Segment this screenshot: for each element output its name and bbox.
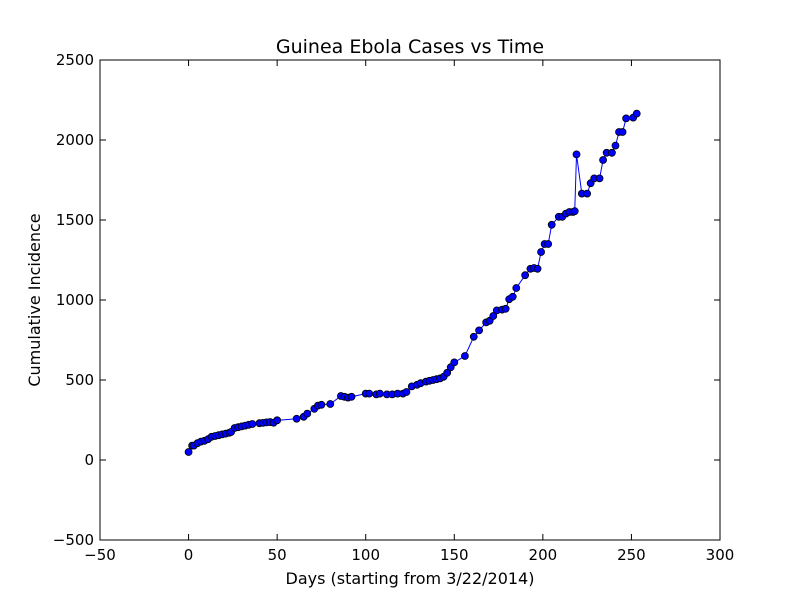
x-axis-label: Days (starting from 3/22/2014) [286, 569, 535, 588]
data-point [611, 141, 620, 150]
data-point [599, 156, 607, 164]
y-tick-label: 1000 [56, 291, 94, 309]
y-axis-label: Cumulative Incidence [25, 213, 44, 386]
data-point [618, 128, 627, 136]
data-point [375, 389, 384, 398]
x-tick-label: 200 [529, 546, 558, 564]
data-point [622, 114, 631, 123]
y-tick-label: 2000 [56, 131, 94, 149]
data-point [402, 388, 411, 396]
data-point [248, 420, 257, 428]
data-point [508, 292, 517, 301]
data-point [317, 400, 326, 409]
data-point [544, 240, 553, 248]
data-point [326, 400, 335, 408]
data-point [475, 326, 483, 335]
data-point [365, 389, 374, 398]
y-tick-label: 1500 [56, 211, 94, 229]
y-tick-label: 500 [65, 371, 94, 389]
data-point [632, 109, 641, 118]
data-point [572, 150, 581, 159]
data-point [292, 414, 301, 423]
data-point [273, 416, 282, 425]
data-point [450, 358, 459, 367]
data-point [469, 332, 478, 341]
data-point [512, 284, 521, 292]
x-tick-label: −50 [84, 546, 116, 564]
data-point [501, 304, 510, 313]
x-tick-label: 0 [184, 546, 194, 564]
chart-title: Guinea Ebola Cases vs Time [276, 36, 544, 58]
data-point [443, 368, 452, 377]
data-point [608, 148, 616, 157]
x-tick-label: 100 [351, 546, 380, 564]
data-point [537, 248, 545, 256]
x-tick-label: 250 [617, 546, 646, 564]
data-point [303, 409, 312, 418]
x-tick-label: 150 [440, 546, 469, 564]
data-point [583, 189, 592, 198]
y-tick-label: 0 [84, 451, 94, 469]
data-point [533, 264, 542, 273]
y-tick-label: 2500 [56, 51, 94, 69]
data-point [570, 207, 579, 216]
plot-area: −50 0 50 100 150 200 250 300−500050010001500200… [53, 51, 735, 564]
data-point [547, 220, 556, 229]
x-tick-label: 50 [268, 546, 287, 564]
data-point [461, 352, 469, 360]
data-point [521, 271, 530, 280]
data-point [347, 392, 356, 401]
data-point [489, 312, 498, 320]
y-tick-label: −500 [53, 531, 94, 549]
data-point [595, 174, 604, 183]
data-point [184, 448, 193, 456]
x-tick-label: 300 [706, 546, 735, 564]
